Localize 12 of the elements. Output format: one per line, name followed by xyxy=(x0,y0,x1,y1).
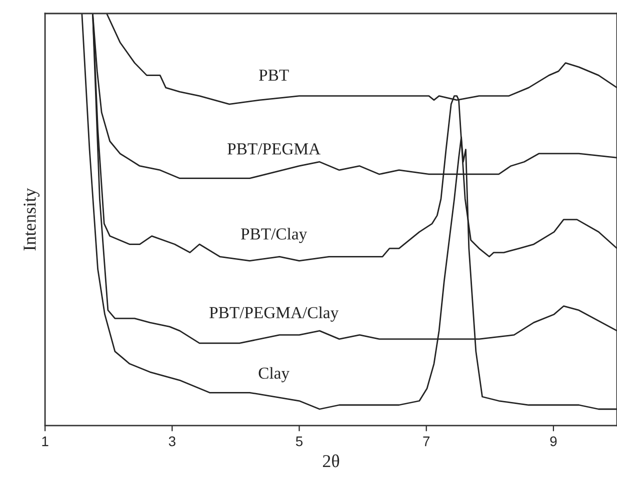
series-label: Clay xyxy=(258,367,290,382)
series-label: PBT/Clay xyxy=(240,228,308,244)
x-axis-title: 2θ xyxy=(322,454,340,468)
series-label: PBT/PEGMA/Clay xyxy=(209,306,339,322)
x-tick-label: 3 xyxy=(168,436,176,446)
series-label: PBT/PEGMA xyxy=(228,143,320,155)
x-tick-label: 9 xyxy=(550,436,557,446)
x-tick-label: 5 xyxy=(296,436,303,446)
x-tick-label: 1 xyxy=(42,436,48,446)
series-label: PBT xyxy=(259,70,289,81)
y-axis-title: Intensity xyxy=(24,188,40,250)
x-tick-label: 7 xyxy=(423,436,430,446)
